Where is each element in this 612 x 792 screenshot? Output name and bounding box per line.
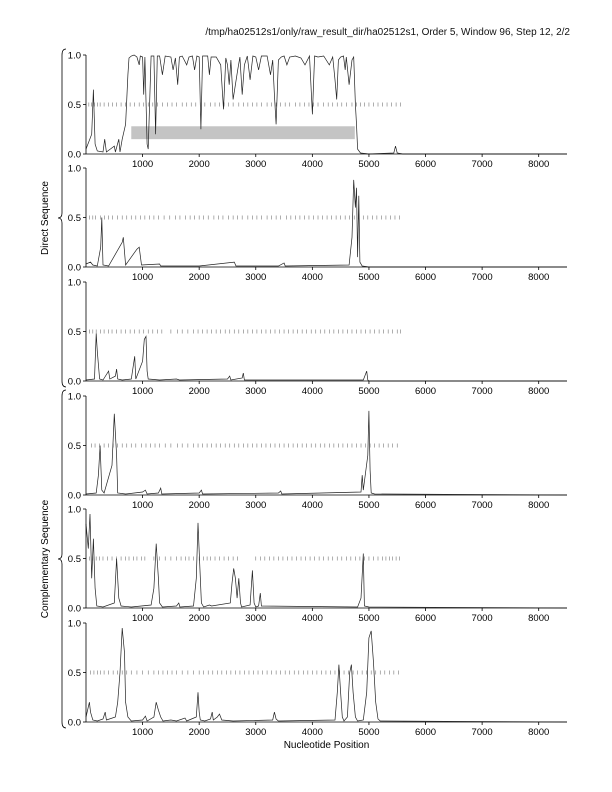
x-tick-label: 3000 <box>245 727 266 738</box>
x-tick-label: 3000 <box>245 500 266 511</box>
marker-ticks <box>89 215 400 220</box>
x-tick-label: 2000 <box>189 272 210 283</box>
group-bracket <box>57 389 67 729</box>
y-tick-label: 1.0 <box>68 51 81 62</box>
group-bracket <box>57 48 67 388</box>
x-tick-label: 2000 <box>189 727 210 738</box>
x-tick-label: 8000 <box>528 159 549 170</box>
x-tick-label: 4000 <box>302 500 323 511</box>
x-tick-label: 1000 <box>132 272 153 283</box>
y-tick-label: 0.0 <box>68 377 81 388</box>
series-line <box>85 333 567 382</box>
x-tick-label: 3000 <box>245 159 266 170</box>
y-tick-label: 1.0 <box>68 278 81 289</box>
x-tick-label: 5000 <box>358 159 379 170</box>
chart-title: /tmp/ha02512s1/only/raw_result_dir/ha025… <box>205 27 570 38</box>
x-tick-label: 8000 <box>528 500 549 511</box>
series-line <box>85 179 567 268</box>
y-tick-label: 0.0 <box>68 491 81 502</box>
x-tick-label: 4000 <box>302 159 323 170</box>
marker-ticks <box>88 102 401 107</box>
x-tick-label: 5000 <box>358 272 379 283</box>
y-tick-label: 0.5 <box>68 668 81 679</box>
x-tick-label: 1000 <box>132 386 153 397</box>
group-label: Complementary Sequence <box>40 499 51 618</box>
x-tick-label: 3000 <box>245 272 266 283</box>
marker-ticks <box>91 443 398 448</box>
y-tick-label: 0.5 <box>68 327 81 338</box>
y-tick-label: 0.0 <box>68 150 81 161</box>
y-tick-label: 1.0 <box>68 164 81 175</box>
x-tick-label: 7000 <box>472 500 493 511</box>
shaded-region <box>131 126 355 140</box>
x-tick-label: 7000 <box>472 727 493 738</box>
marker-ticks <box>89 329 401 334</box>
x-tick-label: 7000 <box>472 613 493 624</box>
group-label: Direct Sequence <box>40 181 51 255</box>
x-tick-label: 6000 <box>415 159 436 170</box>
x-tick-label: 4000 <box>302 386 323 397</box>
series-line <box>85 54 567 155</box>
x-tick-label: 1000 <box>132 613 153 624</box>
x-tick-label: 1000 <box>132 500 153 511</box>
y-tick-label: 1.0 <box>68 505 81 516</box>
y-tick-label: 1.0 <box>68 619 81 630</box>
x-axis-label: Nucleotide Position <box>284 740 370 751</box>
x-tick-label: 2000 <box>189 386 210 397</box>
x-tick-label: 3000 <box>245 613 266 624</box>
x-tick-label: 2000 <box>189 500 210 511</box>
x-tick-label: 3000 <box>245 386 266 397</box>
panel-1: 0.0 0.5 1.0 1000 2000 3000 4000 5000 6000 7000 800… <box>68 51 567 170</box>
series-line <box>85 627 568 723</box>
y-tick-label: 0.0 <box>68 718 81 729</box>
panel-4: 0.0 0.5 1.0 1000 2000 3000 4000 5000 6000 7000 800… <box>68 392 568 511</box>
y-tick-label: 0.5 <box>68 554 81 565</box>
panel-6: 0.0 0.5 1.0 1000 2000 3000 4000 5000 6000 7000 800… <box>68 619 568 738</box>
x-tick-label: 2000 <box>189 613 210 624</box>
x-tick-label: 4000 <box>302 613 323 624</box>
x-tick-label: 7000 <box>472 272 493 283</box>
x-tick-label: 7000 <box>472 159 493 170</box>
x-tick-label: 5000 <box>358 613 379 624</box>
series-line <box>85 410 568 496</box>
x-tick-label: 6000 <box>415 386 436 397</box>
x-tick-label: 1000 <box>132 159 153 170</box>
y-tick-label: 0.0 <box>68 263 81 274</box>
x-tick-label: 5000 <box>358 500 379 511</box>
x-tick-label: 6000 <box>415 272 436 283</box>
panel-5: 0.0 0.5 1.0 1000 2000 3000 4000 5000 6000 7000 800… <box>68 505 568 624</box>
y-tick-label: 0.5 <box>68 441 81 452</box>
x-tick-label: 4000 <box>302 272 323 283</box>
y-tick-label: 1.0 <box>68 392 81 403</box>
x-tick-label: 5000 <box>358 386 379 397</box>
y-tick-label: 0.0 <box>68 604 81 615</box>
y-tick-label: 0.5 <box>68 213 81 224</box>
marker-ticks <box>89 556 400 561</box>
x-tick-label: 5000 <box>358 727 379 738</box>
x-tick-label: 8000 <box>528 272 549 283</box>
x-tick-label: 8000 <box>528 613 549 624</box>
x-tick-label: 6000 <box>415 727 436 738</box>
x-tick-label: 6000 <box>415 500 436 511</box>
x-tick-label: 2000 <box>189 159 210 170</box>
x-tick-label: 8000 <box>528 727 549 738</box>
marker-ticks <box>90 670 399 675</box>
x-tick-label: 8000 <box>528 386 549 397</box>
panel-2: 0.0 0.5 1.0 1000 2000 3000 4000 5000 6000 7000 800… <box>68 164 567 283</box>
y-tick-label: 0.5 <box>68 100 81 111</box>
panel-3: 0.0 0.5 1.0 1000 2000 3000 4000 5000 6000 7000 800… <box>68 278 567 397</box>
x-tick-label: 6000 <box>415 613 436 624</box>
x-tick-label: 1000 <box>132 727 153 738</box>
series-line <box>85 513 568 609</box>
x-tick-label: 7000 <box>472 386 493 397</box>
x-tick-label: 4000 <box>302 727 323 738</box>
